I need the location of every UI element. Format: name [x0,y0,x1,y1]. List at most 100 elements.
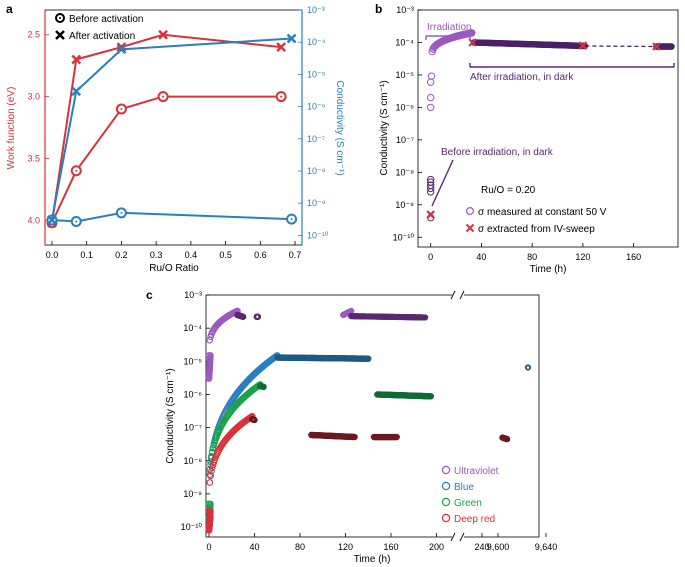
panel-b-point-irradiation [426,103,435,112]
panel-c-point-growth-2 [209,444,217,452]
panel-b-point-irradiation [468,29,476,37]
panel-b-point-sweep [426,210,435,219]
panel-c-ytick-label: 10⁻⁷ [184,423,202,433]
panel-c-ytick-label: 10⁻⁶ [184,389,203,399]
panel-a-ylabel-left: Work function (eV) [6,87,17,170]
legend-b-sweep-label: σ extracted from IV-sweep [478,224,595,235]
legend-c-blue-marker [441,481,451,491]
panel-label-a: a [6,2,13,16]
panel-b-xtick-label: 40 [476,252,486,262]
panel-b-ytick-label: 10⁻⁷ [396,135,414,145]
panel-c-xtick-label: 9,640 [535,542,558,552]
legend-c-red-marker [441,513,451,523]
panel-a-xlabel: Ru/O Ratio [149,263,199,274]
panel-a-ytick-right-label: 10⁻³ [307,5,325,15]
panel-b-point-irradiation [427,72,436,80]
panel-c-ytick-label: 10⁻⁵ [184,356,203,366]
panel-c-point-growth-0 [206,336,214,344]
panel-a-point-x [116,44,127,55]
panel-a-ytick-left-label: 3.5 [27,153,40,163]
panel-c-point-decay-3 [351,433,358,441]
annotation-after-irradiation: After irradiation, in dark [470,72,574,83]
annotation-before-irradiation: Before irradiation, in dark [441,147,554,158]
legend-a-circle-marker [55,13,65,23]
panel-b-point-initial [426,178,435,186]
panel-a-point-x [276,42,287,52]
panel-a-point-dot [280,95,283,98]
panel-b-frame [417,9,679,248]
legend-c-green-marker [441,497,451,507]
panel-a-ytick-right-label: 10⁻⁵ [307,69,326,79]
panel-c-legend: Ultraviolet Blue Green Deep red [441,465,499,525]
panel-b-xtick-label: 160 [626,252,641,262]
panel-c-point-decay-3 [251,416,258,424]
panel-b-point-sweep [468,38,477,47]
panel-a-point-dot [162,95,165,98]
panel-label-c: c [146,288,153,302]
panel-c-point-decay-0 [254,313,262,320]
panel-c-ytick-label: 10⁻¹⁰ [181,522,203,532]
panel-c-xtick-label: 0 [206,542,211,552]
panel-a-ylabel-right: Conductivity (S cm⁻¹) [334,80,345,175]
panel-a-ytick-right-label: 10⁻⁷ [307,134,325,144]
panel-c-point-decay-3 [393,433,400,441]
legend-a-before-label: Before activation [69,14,144,25]
panel-c-xtick-label: 80 [295,542,305,552]
panel-c-ytick-label: 10⁻⁴ [183,323,202,333]
panel-a-series-line-1 [50,33,282,223]
legend-c-red-label: Deep red [454,514,495,525]
panel-a-series-line-0 [51,95,282,224]
panel-b-point-initial [426,175,435,184]
legend-b-constant-label: σ measured at constant 50 V [478,207,607,218]
axis-break-mark-top [450,290,465,300]
legend-c-uv-marker [441,465,451,475]
panel-c-point-decay-3 [503,435,511,443]
panel-b-point-initial [426,78,435,86]
panel-c-point-decay2-0 [422,314,429,321]
panel-b-ylabel: Conductivity (S cm⁻¹) [379,80,390,175]
panel-b-ytick-label: 10⁻⁴ [395,37,414,47]
panel-a-ytick-left-label: 3.0 [27,92,40,102]
panel-a-point-dot [75,169,78,172]
panel-c-point-growth-2 [205,500,213,508]
legend-a-x-marker [55,30,65,40]
panel-a-ytick-right-label: 10⁻¹⁰ [307,230,329,240]
panel-b-legend: σ measured at constant 50 V σ extracted … [465,207,607,235]
legend-c-blue-label: Blue [454,482,474,493]
panel-a-ytick-right-label: 10⁻⁶ [307,102,326,112]
panel-a-point-dot [120,211,123,214]
panel-a-point-x [71,54,82,65]
panel-c-point-growth-3 [206,479,214,486]
panel-c-point-growth-0 [205,352,213,359]
panel-c-xtick-label: 240 [474,542,489,552]
panel-b-xtick-label: 120 [575,252,590,262]
panel-c-point-decay-2 [427,393,435,400]
panel-a-legend: Before activation After activation [55,13,144,42]
legend-b-circle-marker [466,207,475,216]
panel-a-xtick-label: 0.3 [150,250,163,260]
panel-c-xtick-label: 9,600 [487,542,510,552]
annotation-before-arrow [431,159,454,207]
panel-b: 0 40 80 120 160 10⁻³ 10⁻⁴ 10⁻⁵ 10⁻⁶ 10⁻⁷ 10⁻⁸ 10⁻⁹ 1… [379,5,679,275]
panel-c-xtick-label: 200 [429,542,444,552]
panel-a-point-x [158,29,168,40]
annotation-irradiation: Irradiation [427,22,471,33]
panel-c-point-decay-1 [365,355,372,362]
panel-b-ytick-label: 10⁻³ [396,5,414,15]
panel-c-xtick-label: 160 [383,542,398,552]
panel-c-point-growth-3 [208,467,215,475]
panel-c-point-decay-2 [260,383,267,391]
panel-b-point-sweep [578,41,588,50]
panel-a-ytick-right-label: 10⁻⁴ [307,37,326,47]
panel-a-point-dot [290,218,293,221]
panel-b-point-initial [426,181,435,189]
panel-c-xlabel: Time (h) [354,554,391,565]
legend-a-after-label: After activation [69,31,135,42]
panel-a-xtick-label: 0.5 [219,250,232,260]
panel-c-point-later-1 [524,364,532,371]
axis-break-gap-bottom [452,532,464,542]
axis-break-gap-top [452,290,464,300]
panel-label-b: b [375,2,382,16]
panel-b-xlabel: Time (h) [530,264,567,275]
panel-c-ytick-label: 10⁻⁸ [183,456,202,466]
